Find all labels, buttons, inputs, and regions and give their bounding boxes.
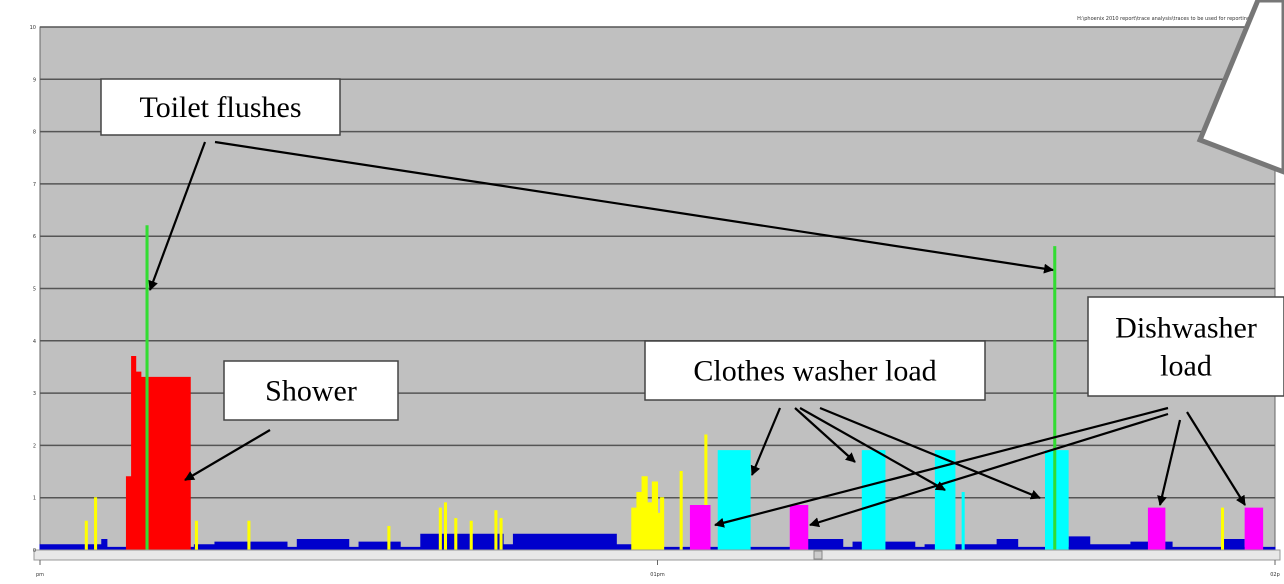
corner-callout [1196, 0, 1284, 175]
y-tick-label: 8 [33, 130, 36, 136]
arrow [809, 412, 1169, 528]
arrow [1186, 411, 1246, 506]
y-tick-label: 4 [33, 339, 36, 345]
arrow [714, 406, 1169, 528]
annotation-box [1087, 296, 1284, 397]
arrow [750, 407, 782, 476]
scrollbar[interactable] [33, 549, 1281, 561]
arrow [184, 429, 271, 481]
arrow [819, 406, 1041, 500]
annotation-text: load [1160, 350, 1212, 383]
y-tick-label: 10 [30, 25, 36, 31]
usage-trace [125, 355, 191, 551]
annotations: Toilet flushes Shower Clothes washer load D… [100, 78, 1284, 528]
arrow [794, 407, 856, 463]
annotation-text: Dishwasher [1115, 312, 1257, 345]
arrow [1157, 419, 1182, 506]
x-tick-label: 01pm [650, 572, 665, 578]
y-tick-label: 2 [33, 443, 36, 449]
y-tick-label: 5 [33, 287, 36, 293]
scroll-thumb[interactable] [813, 550, 823, 560]
annotation-box [100, 78, 341, 136]
file-path: H:\phoenix 2010 report\trace analysis\tr… [1077, 16, 1255, 22]
y-tick-label: 3 [33, 391, 36, 397]
x-tick-label: 02p [1270, 572, 1280, 578]
annotation-text: Toilet flushes [139, 91, 301, 124]
y-tick-label: 9 [33, 77, 36, 83]
y-tick-label: 6 [33, 234, 36, 240]
arrow [799, 407, 946, 491]
annotation-text: Shower [265, 375, 357, 408]
y-tick-label: 7 [33, 182, 36, 188]
annotation-box [644, 340, 986, 401]
annotation-text: Clothes washer load [693, 355, 936, 388]
arrow [148, 141, 207, 291]
y-tick-label: 0 [33, 548, 36, 554]
annotation-box [223, 360, 399, 421]
arrow [214, 140, 1054, 274]
y-tick-label: 1 [33, 496, 36, 502]
x-tick-label: pm [36, 572, 44, 578]
